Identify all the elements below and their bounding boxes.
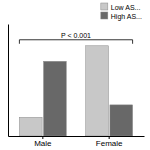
x-tick: Male bbox=[34, 136, 52, 148]
plot-area: Male Female P < 0.001 bbox=[9, 25, 145, 148]
bar bbox=[86, 46, 109, 136]
y-axis bbox=[8, 25, 9, 137]
legend: Low AS... High AS... bbox=[101, 3, 142, 21]
x-tick-label: Male bbox=[34, 139, 52, 148]
x-axis: Male Female bbox=[9, 136, 145, 148]
legend-item: High AS... bbox=[101, 12, 142, 21]
bars bbox=[19, 46, 132, 136]
y-axis-line bbox=[8, 25, 9, 137]
legend-swatch bbox=[101, 3, 108, 10]
x-tick-label: Female bbox=[96, 139, 123, 148]
significance-bracket bbox=[19, 40, 132, 44]
x-axis-line bbox=[9, 136, 145, 137]
bar-series bbox=[19, 46, 108, 136]
bar bbox=[19, 117, 42, 136]
bar bbox=[44, 61, 67, 136]
bar-series bbox=[44, 61, 133, 136]
x-tick: Female bbox=[96, 136, 123, 148]
legend-label: High AS... bbox=[111, 13, 142, 21]
annotation: P < 0.001 bbox=[61, 32, 91, 39]
legend-swatch bbox=[101, 12, 108, 19]
legend-label: Low AS... bbox=[111, 4, 141, 11]
legend-item: Low AS... bbox=[101, 3, 141, 11]
chart: Male Female P < 0.001 Low AS... High AS... bbox=[0, 0, 150, 150]
bar bbox=[110, 105, 133, 136]
